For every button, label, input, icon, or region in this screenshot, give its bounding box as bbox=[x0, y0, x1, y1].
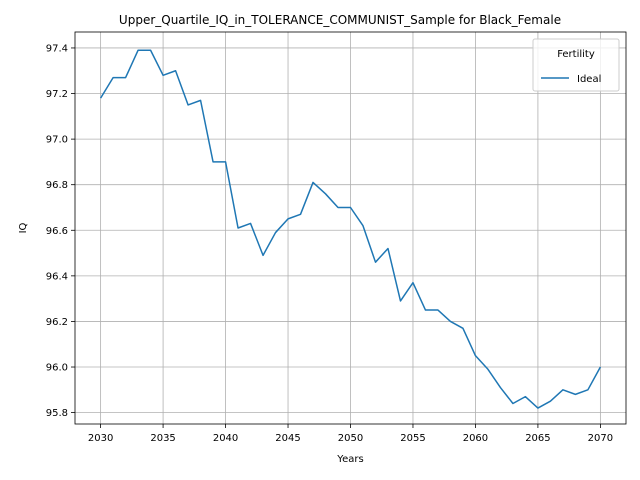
y-tick-label: 97.4 bbox=[46, 43, 68, 54]
y-tick-label: 97.0 bbox=[46, 135, 68, 146]
legend: Fertility Ideal bbox=[532, 38, 620, 92]
y-axis-label: IQ bbox=[18, 222, 29, 233]
x-tick-label: 2055 bbox=[400, 433, 425, 444]
y-tick-label: 96.6 bbox=[46, 226, 68, 237]
x-tick-label: 2060 bbox=[463, 433, 488, 444]
series-line-ideal bbox=[99, 49, 602, 409]
x-tick-label: 2050 bbox=[338, 433, 363, 444]
y-tick-label: 96.2 bbox=[46, 317, 68, 328]
x-tick-label: 2030 bbox=[88, 433, 113, 444]
y-tick-label: 97.2 bbox=[46, 89, 68, 100]
y-tick-label: 95.8 bbox=[46, 408, 68, 419]
x-tick-label: 2070 bbox=[588, 433, 613, 444]
y-tick-label: 96.4 bbox=[46, 271, 68, 282]
legend-title: Fertility bbox=[557, 49, 595, 60]
x-tick-label: 2040 bbox=[213, 433, 238, 444]
x-tick-label: 2035 bbox=[150, 433, 175, 444]
x-axis-label: Years bbox=[336, 454, 363, 465]
grid-lines bbox=[75, 32, 626, 424]
series-lines bbox=[99, 49, 602, 409]
y-tick-label: 96.8 bbox=[46, 180, 68, 191]
y-axis-ticks: 95.8 96.0 96.2 96.4 96.6 96.8 97.0 97.2 97.4 bbox=[46, 43, 75, 419]
x-tick-label: 2065 bbox=[525, 433, 550, 444]
chart-title: Upper_Quartile_IQ_in_TOLERANCE_COMMUNIST… bbox=[119, 13, 561, 27]
legend-label-ideal: Ideal bbox=[577, 74, 601, 85]
x-axis-ticks: 2030 2035 2040 2045 2050 2055 2060 2065 2070 bbox=[88, 424, 613, 444]
legend-box bbox=[532, 38, 620, 92]
x-tick-label: 2045 bbox=[275, 433, 300, 444]
y-tick-label: 96.0 bbox=[46, 363, 68, 374]
